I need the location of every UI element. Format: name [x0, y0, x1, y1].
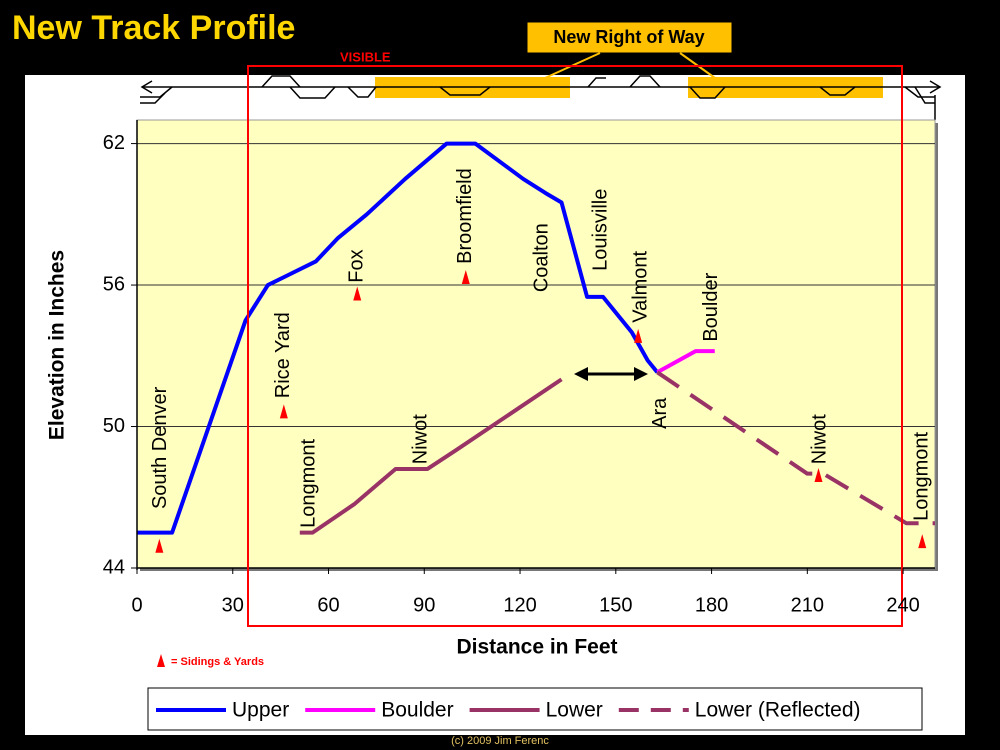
- legend-label: Upper: [232, 699, 289, 722]
- track-schematic: [140, 75, 942, 120]
- x-tick-label: 120: [503, 594, 536, 616]
- station-label: Boulder: [700, 272, 722, 341]
- series-line: [656, 349, 715, 375]
- siding-marker: [461, 269, 470, 284]
- sidings-key: = Sidings & Yards: [171, 656, 264, 668]
- station-label: Rice Yard: [272, 312, 294, 398]
- arrow-head: [634, 367, 648, 381]
- siding-marker: [353, 286, 362, 301]
- legend-label: Lower (Reflected): [695, 699, 861, 722]
- siding-marker: [814, 468, 823, 483]
- legend-label: Boulder: [381, 699, 453, 722]
- y-tick-label: 44: [103, 556, 125, 578]
- station-label: Niwot: [409, 414, 431, 464]
- siding-marker: [634, 328, 643, 343]
- station-label: South Denver: [149, 386, 171, 509]
- siding-marker: [155, 538, 164, 553]
- legend-label: Lower: [546, 699, 603, 722]
- plot-area: [136, 119, 936, 569]
- x-tick-label: 150: [599, 594, 632, 616]
- chart-title: New Track Profile: [12, 9, 295, 47]
- station-label: Broomfield: [454, 168, 476, 264]
- series-line: [137, 141, 659, 535]
- y-tick-label: 56: [103, 273, 125, 295]
- plot: South Denver Rice Yard Longmont Fox Niwot Bro…: [137, 141, 935, 569]
- y-axis-label: Elevation in Inches: [46, 250, 69, 440]
- station-label: Valmont: [630, 250, 652, 322]
- right-of-way-box: [526, 21, 733, 54]
- x-tick-label: 210: [791, 594, 824, 616]
- visible-label: VISIBLE: [340, 49, 391, 64]
- station-label: Longmont: [911, 431, 933, 520]
- x-tick-label: 180: [695, 594, 728, 616]
- station-label: Coalton: [531, 223, 553, 292]
- sidings-key-marker: [157, 654, 165, 667]
- x-tick-label: 60: [317, 594, 339, 616]
- station-label: Ara: [649, 397, 671, 429]
- visible-box: [247, 65, 903, 627]
- x-axis-label: Distance in Feet: [456, 636, 617, 659]
- series-line: [656, 370, 935, 526]
- station-label: Niwot: [808, 414, 830, 464]
- siding-marker: [918, 534, 927, 549]
- station-label: Fox: [346, 249, 368, 282]
- copyright: (c) 2009 Jim Ferenc: [451, 735, 549, 747]
- right-of-way-label: New Right of Way: [553, 27, 704, 47]
- arrow-head: [574, 367, 588, 381]
- y-tick-label: 50: [103, 415, 125, 437]
- x-tick-label: 30: [222, 594, 244, 616]
- station-label: Longmont: [298, 439, 320, 528]
- series-line: [299, 377, 563, 535]
- station-label: Louisville: [590, 189, 612, 271]
- x-tick-label: 240: [886, 594, 919, 616]
- siding-marker: [279, 404, 288, 419]
- x-tick-label: 90: [413, 594, 435, 616]
- x-tick-label: 0: [131, 594, 142, 616]
- legend-items: Upper Boulder Lower Lower (Reflected): [156, 699, 861, 722]
- y-tick-label: 62: [103, 132, 125, 154]
